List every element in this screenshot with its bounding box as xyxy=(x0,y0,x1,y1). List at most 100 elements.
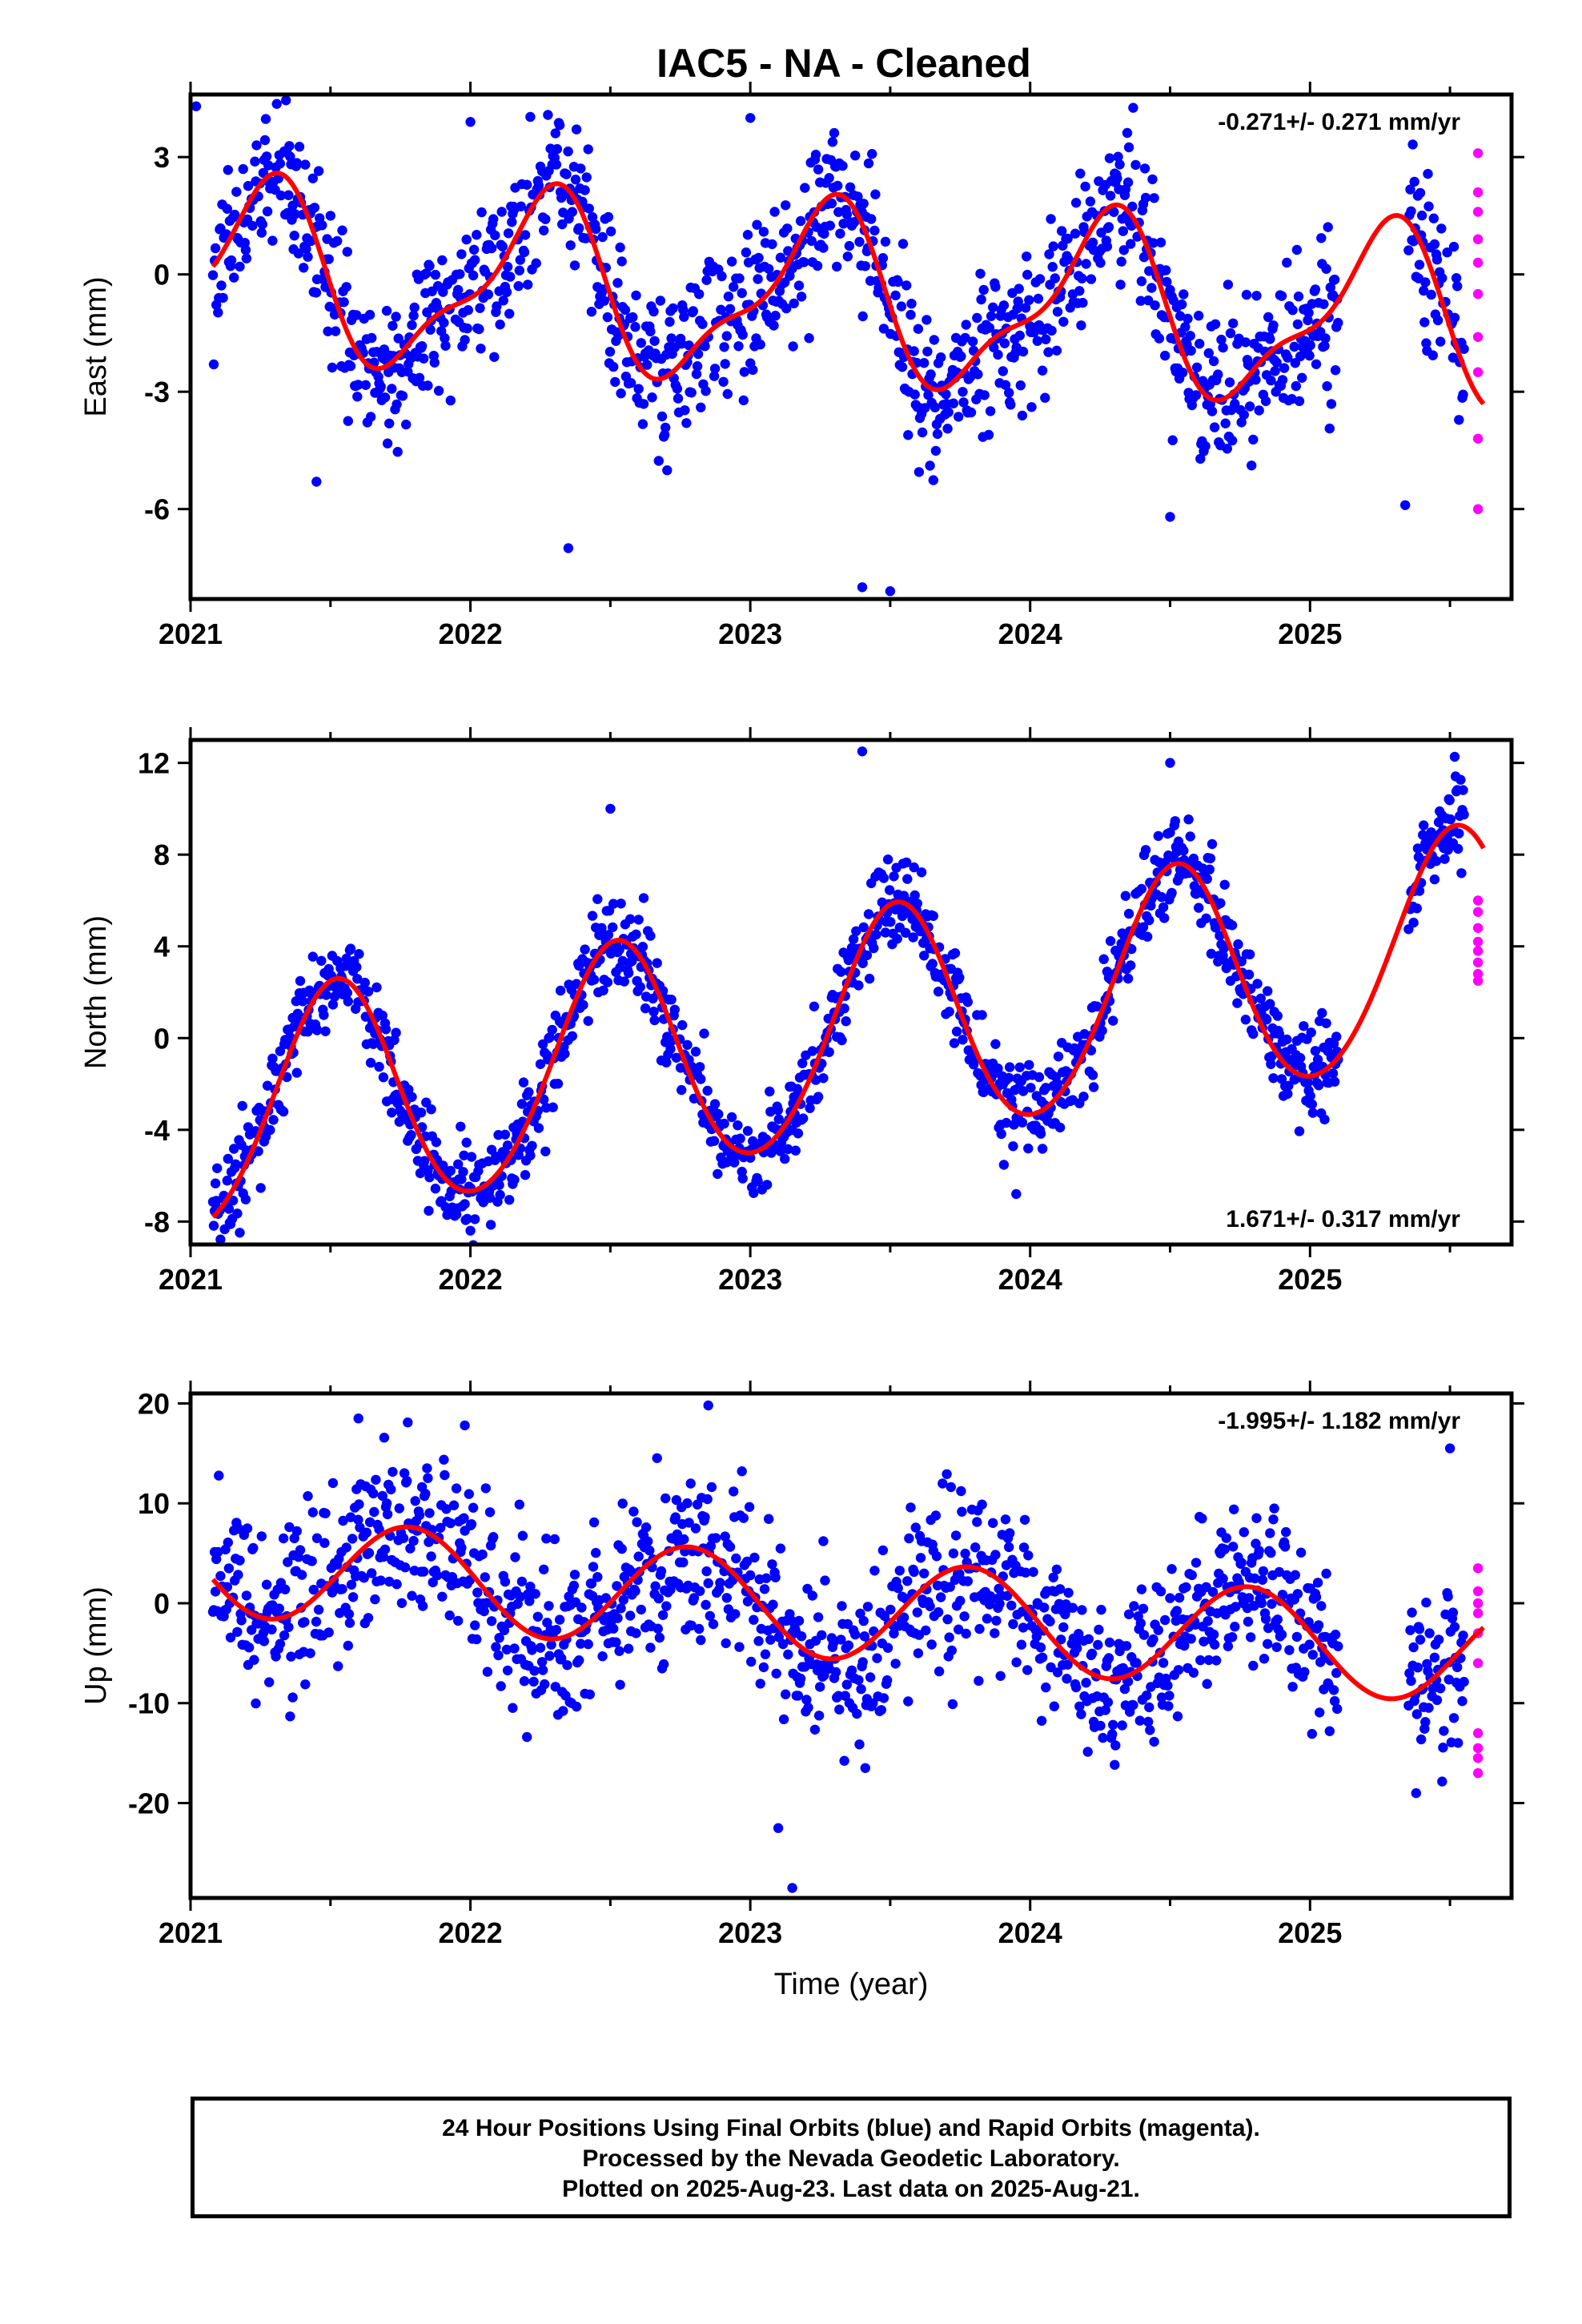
up-final-point xyxy=(537,1665,548,1675)
up-final-point xyxy=(1203,1616,1213,1626)
north-final-point xyxy=(797,1058,808,1068)
east-final-point xyxy=(1047,262,1058,272)
east-rapid-point xyxy=(1472,433,1484,444)
up-final-point xyxy=(933,1606,944,1618)
east-final-point xyxy=(878,324,889,334)
east-final-point xyxy=(983,429,994,440)
east-final-point xyxy=(216,280,227,291)
up-final-point xyxy=(650,1581,661,1591)
north-final-point xyxy=(426,1104,436,1115)
east-final-point xyxy=(636,338,646,348)
north-final-point xyxy=(790,1145,801,1156)
north-final-point xyxy=(614,944,624,955)
east-final-point xyxy=(539,225,549,235)
up-final-point xyxy=(558,1706,568,1716)
east-final-point xyxy=(638,399,649,409)
east-final-point xyxy=(866,214,877,224)
up-final-point xyxy=(1438,1743,1448,1753)
east-final-point xyxy=(429,357,440,368)
up-final-point xyxy=(242,1523,253,1534)
north-final-point xyxy=(240,1194,251,1205)
east-final-point xyxy=(1420,277,1431,287)
up-final-point xyxy=(420,1489,431,1499)
east-final-point xyxy=(1244,401,1255,412)
up-final-point xyxy=(962,1576,974,1586)
north-final-point xyxy=(742,1126,753,1136)
east-final-point xyxy=(283,190,294,200)
up-final-point xyxy=(502,1665,513,1676)
up-final-point xyxy=(1448,1713,1460,1723)
north-final-point xyxy=(1243,969,1255,980)
east-final-point xyxy=(341,282,351,292)
east-final-point xyxy=(352,392,363,402)
east-final-point xyxy=(800,183,810,193)
east-final-point xyxy=(1323,222,1333,232)
north-final-point xyxy=(682,1039,693,1051)
east-final-point xyxy=(782,223,793,234)
east-final-point xyxy=(737,329,748,340)
north-final-point xyxy=(671,1052,682,1063)
up-final-point xyxy=(1179,1640,1190,1651)
east-final-point xyxy=(1044,249,1054,259)
up-final-point xyxy=(1186,1634,1196,1644)
east-final-point xyxy=(571,124,582,135)
up-final-point xyxy=(1299,1667,1310,1677)
north-final-point xyxy=(544,1032,555,1043)
north-final-point xyxy=(470,1214,480,1224)
up-final-point xyxy=(1142,1690,1152,1701)
north-final-point xyxy=(1219,879,1230,891)
up-final-point xyxy=(970,1542,981,1553)
up-final-point xyxy=(323,1627,334,1638)
up-final-point xyxy=(644,1545,655,1556)
north-final-point xyxy=(1252,979,1263,989)
east-final-point xyxy=(323,326,333,336)
up-final-point xyxy=(1415,1734,1427,1745)
up-final-point xyxy=(944,1632,954,1642)
east-final-point xyxy=(1429,239,1440,250)
east-final-point xyxy=(1251,291,1262,301)
up-final-point xyxy=(765,1634,776,1645)
up-final-point xyxy=(1269,1503,1279,1514)
east-x-tick-label: 2021 xyxy=(159,617,223,650)
up-final-point xyxy=(834,1704,845,1715)
north-final-point xyxy=(1159,913,1170,923)
north-final-point xyxy=(695,1062,705,1072)
up-final-point xyxy=(1054,1584,1066,1594)
north-final-point xyxy=(465,1225,476,1236)
east-final-point xyxy=(858,199,869,209)
footer-line-3: Plotted on 2025-Aug-23. Last data on 202… xyxy=(562,2176,1140,2202)
north-final-point xyxy=(1283,1088,1293,1100)
up-final-point xyxy=(278,1533,289,1544)
east-final-point xyxy=(424,260,435,271)
east-final-point xyxy=(235,261,245,272)
north-x-tick-label: 2021 xyxy=(159,1263,223,1296)
up-final-point xyxy=(243,1642,255,1653)
up-final-point xyxy=(1277,1590,1288,1600)
up-final-point xyxy=(1136,1584,1147,1594)
east-final-point xyxy=(523,279,533,290)
up-final-point xyxy=(611,1637,621,1647)
east-final-point xyxy=(423,380,433,391)
up-final-point xyxy=(872,1653,882,1663)
up-final-point xyxy=(307,1507,318,1518)
north-final-point xyxy=(295,975,306,987)
east-final-point xyxy=(551,159,562,170)
up-final-point xyxy=(972,1517,982,1527)
up-final-point xyxy=(550,1682,560,1692)
up-final-point xyxy=(283,1622,294,1633)
east-final-point xyxy=(1247,460,1257,471)
north-final-point xyxy=(1001,1117,1012,1128)
up-final-point xyxy=(1119,1683,1130,1695)
up-final-point xyxy=(1271,1642,1282,1652)
up-final-point xyxy=(379,1433,390,1443)
up-rapid-point xyxy=(1472,1728,1484,1739)
up-final-point xyxy=(853,1675,864,1686)
up-final-point xyxy=(1162,1680,1173,1691)
east-final-point xyxy=(1239,409,1250,420)
north-y-tick-label: 12 xyxy=(138,747,170,780)
up-final-point xyxy=(915,1553,926,1563)
up-final-point xyxy=(1155,1586,1166,1597)
north-final-point xyxy=(1303,1077,1313,1088)
up-final-point xyxy=(236,1615,247,1626)
up-final-point xyxy=(291,1526,302,1537)
